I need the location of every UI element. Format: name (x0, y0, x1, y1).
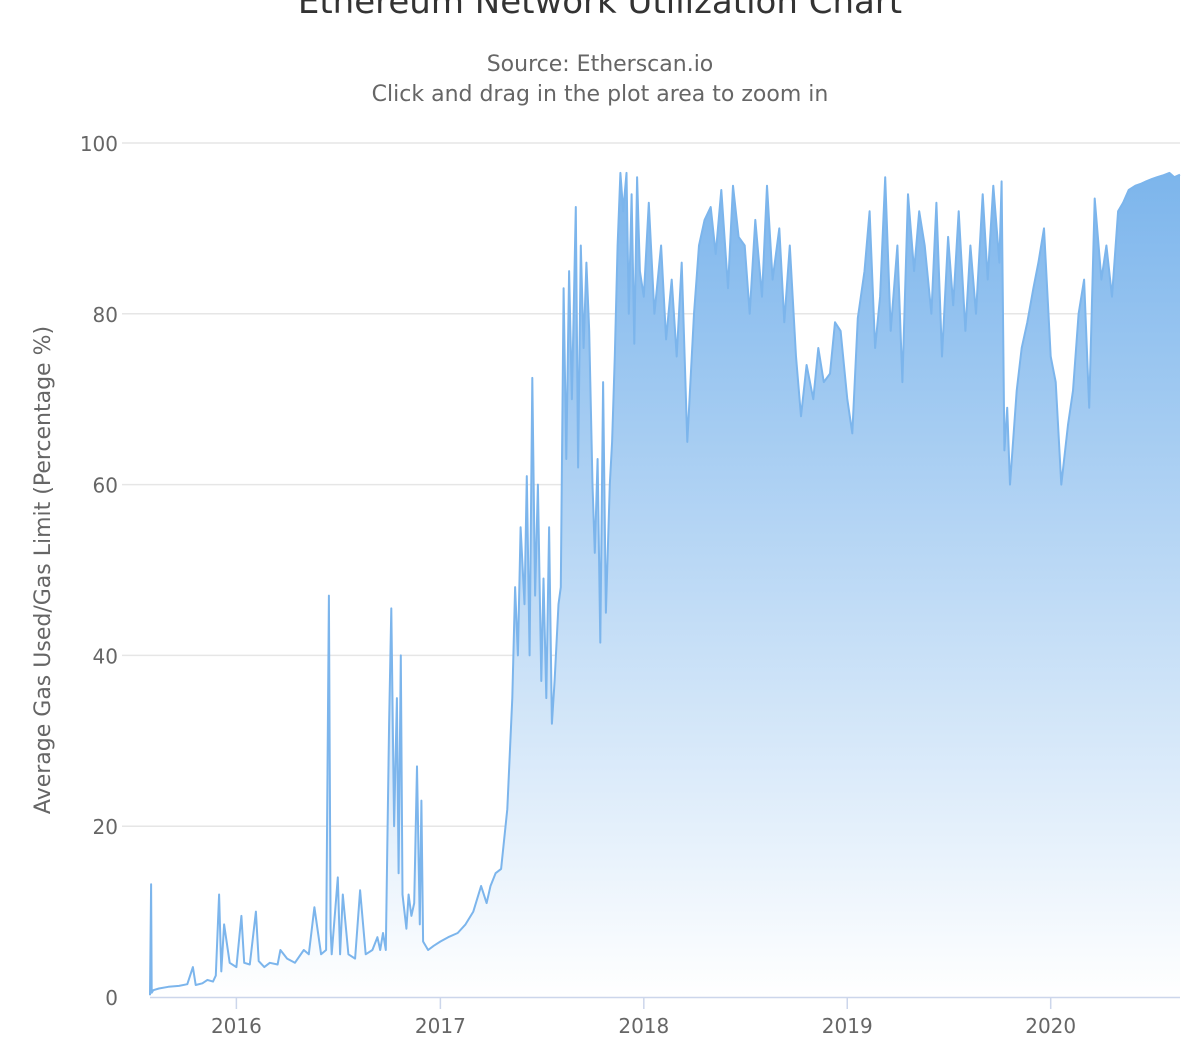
series-area (150, 172, 1180, 997)
x-tick-label: 2016 (211, 1014, 262, 1038)
y-tick-label: 20 (93, 815, 118, 839)
y-tick-label: 80 (93, 303, 118, 327)
y-tick-label: 40 (93, 644, 118, 668)
chart-subtitle: Source: Etherscan.io (486, 52, 714, 77)
y-tick-label: 60 (93, 474, 118, 498)
y-tick-label: 100 (80, 132, 118, 156)
y-axis-title: Average Gas Used/Gas Limit (Percentage %… (31, 326, 56, 814)
x-tick-label: 2018 (618, 1014, 669, 1038)
y-tick-label: 0 (105, 986, 118, 1010)
chart-zoom-hint: Click and drag in the plot area to zoom … (371, 82, 829, 107)
x-tick-label: 2020 (1025, 1014, 1076, 1038)
x-tick-label: 2017 (415, 1014, 466, 1038)
series-line (149, 171, 1181, 996)
chart-title: Ethereum Network Utilization Chart (297, 0, 903, 22)
x-tick-label: 2019 (822, 1014, 873, 1038)
